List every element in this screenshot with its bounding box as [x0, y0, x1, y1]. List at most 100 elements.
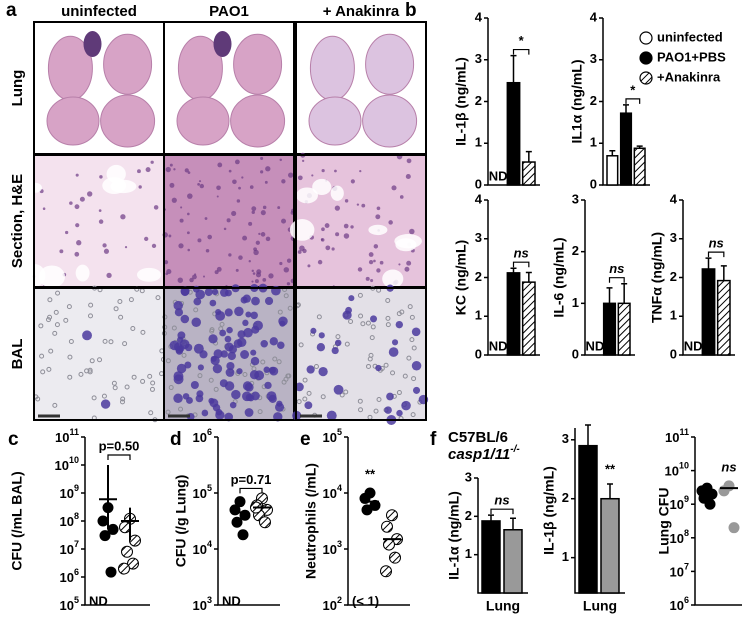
- y-tick-label: 0: [590, 176, 597, 191]
- tick-base: 10: [670, 531, 684, 546]
- tick-exponent: 9: [74, 483, 79, 493]
- significance-label: **: [605, 461, 616, 476]
- leukocyte: [213, 349, 223, 359]
- cell-nucleus: [283, 267, 290, 273]
- legend-name: casp1/11: [448, 446, 510, 463]
- red-cell: [112, 385, 118, 391]
- bar: [521, 281, 536, 356]
- cell-nucleus: [194, 273, 197, 276]
- cell-nucleus: [277, 206, 281, 209]
- cell-nucleus: [361, 203, 366, 208]
- cell-nucleus: [226, 218, 231, 223]
- bar: [578, 444, 598, 594]
- red-cell: [46, 366, 52, 372]
- airway: [83, 31, 102, 57]
- data-point: [127, 557, 139, 570]
- cell-nucleus: [166, 269, 172, 275]
- cell-nucleus: [252, 272, 256, 275]
- tick-exponent: 4: [337, 483, 342, 493]
- nd-label: ND: [222, 593, 241, 608]
- leukocyte: [175, 345, 184, 354]
- red-cell: [171, 325, 177, 331]
- red-cell: [348, 318, 354, 324]
- data-point: [728, 522, 740, 534]
- cell-nucleus: [307, 264, 311, 268]
- lung-lobe: [230, 94, 286, 148]
- error-bar: [488, 514, 494, 521]
- tick-base: 10: [670, 565, 684, 580]
- leukocyte: [225, 368, 235, 377]
- data-point: [229, 504, 241, 516]
- y-tick-label: 4: [590, 9, 598, 24]
- y-tick-label: 108: [670, 528, 689, 546]
- nd-label: ND: [489, 168, 508, 183]
- red-cell: [383, 362, 389, 368]
- y-tick-label: 1: [572, 295, 579, 310]
- red-cell: [193, 307, 199, 313]
- legend-label: casp1/11-/-: [448, 444, 520, 463]
- leukocyte: [370, 315, 378, 323]
- bar: [481, 520, 501, 594]
- significance-label: ns: [721, 459, 736, 474]
- significance-label: ns: [514, 246, 529, 261]
- lung-lobe: [365, 33, 415, 95]
- red-cell: [208, 377, 214, 383]
- leukocyte: [195, 289, 206, 300]
- red-cell: [358, 407, 364, 413]
- cell-nucleus: [406, 158, 412, 164]
- bar: [503, 529, 523, 594]
- alveolus: [136, 267, 162, 282]
- nd-label: ND: [489, 338, 508, 353]
- row-label: Lung: [9, 70, 26, 107]
- red-cell: [407, 304, 413, 310]
- cell-nucleus: [180, 206, 183, 209]
- tick-base: 10: [323, 542, 337, 557]
- red-cell: [39, 353, 45, 359]
- cell-nucleus: [98, 219, 104, 224]
- red-cell: [140, 329, 146, 335]
- error-bar: [621, 282, 628, 304]
- red-cell: [344, 341, 350, 347]
- red-cell: [411, 376, 417, 382]
- cell-nucleus: [187, 193, 193, 199]
- cell-nucleus: [251, 206, 257, 212]
- leukocyte: [193, 297, 202, 306]
- red-cell: [52, 402, 58, 408]
- red-cell: [197, 373, 203, 379]
- micrograph-bg: [296, 288, 426, 420]
- red-cell: [130, 326, 136, 332]
- tick-exponent: 8: [74, 511, 79, 521]
- y-tick-label: 105: [323, 427, 342, 445]
- leukocyte: [244, 408, 254, 417]
- leukocyte: [219, 379, 228, 388]
- red-cell: [67, 374, 73, 380]
- leukocyte: [391, 339, 399, 346]
- leukocyte: [331, 346, 339, 355]
- red-cell: [283, 376, 289, 382]
- significance-bracket: [239, 487, 263, 494]
- row-label: BAL: [9, 339, 26, 370]
- significance-label: **: [365, 466, 376, 481]
- y-axis-label: TNFα (ng/mL): [649, 232, 665, 323]
- cell-nucleus: [251, 280, 254, 283]
- data-point: [231, 516, 243, 528]
- error-bar: [609, 150, 616, 156]
- cell-nucleus: [268, 273, 274, 279]
- red-cell: [376, 397, 382, 403]
- y-tick-label: 3: [670, 230, 677, 245]
- leukocyte: [215, 310, 226, 321]
- red-cell: [286, 373, 292, 379]
- cell-nucleus: [173, 168, 176, 171]
- cell-nucleus: [106, 272, 112, 279]
- leukocyte: [193, 343, 204, 354]
- leukocyte: [333, 384, 344, 395]
- tick-exponent: 5: [207, 483, 212, 493]
- cell-nucleus: [198, 180, 202, 183]
- nd-label: ND: [89, 593, 108, 608]
- red-cell: [219, 321, 225, 327]
- cell-nucleus: [168, 234, 172, 238]
- red-cell: [122, 341, 128, 347]
- nd-label: ND: [585, 338, 604, 353]
- cell-nucleus: [251, 210, 255, 215]
- cell-nucleus: [325, 245, 331, 251]
